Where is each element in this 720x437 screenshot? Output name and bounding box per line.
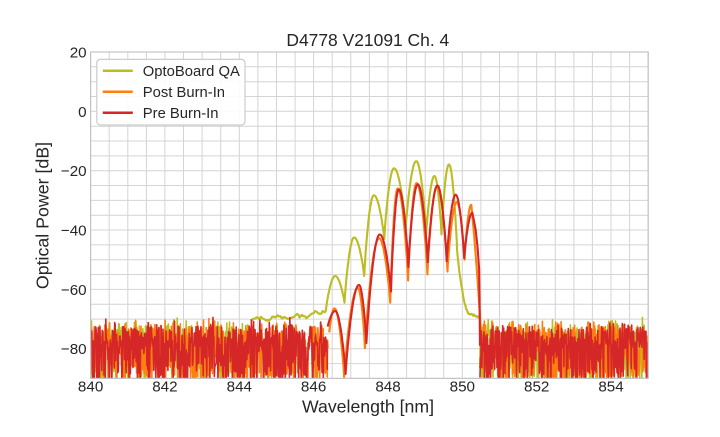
svg-text:852: 852: [524, 379, 549, 396]
svg-text:840: 840: [78, 379, 103, 396]
svg-text:−80: −80: [61, 341, 87, 358]
svg-text:OptoBoard QA: OptoBoard QA: [143, 64, 240, 80]
svg-text:848: 848: [375, 379, 400, 396]
svg-text:Post Burn-In: Post Burn-In: [143, 85, 225, 101]
svg-text:−40: −40: [61, 223, 87, 240]
svg-text:Pre Burn-In: Pre Burn-In: [143, 106, 219, 122]
svg-text:0: 0: [78, 104, 86, 121]
svg-text:850: 850: [450, 379, 475, 396]
svg-text:844: 844: [227, 379, 252, 396]
svg-text:−60: −60: [61, 282, 87, 299]
svg-text:Wavelength [nm]: Wavelength [nm]: [302, 396, 434, 416]
svg-text:842: 842: [152, 379, 177, 396]
svg-text:854: 854: [598, 379, 623, 396]
svg-text:20: 20: [70, 45, 87, 62]
svg-text:−20: −20: [61, 163, 87, 180]
svg-text:Optical Power [dB]: Optical Power [dB]: [33, 142, 53, 289]
svg-text:D4778 V21091 Ch. 4: D4778 V21091 Ch. 4: [286, 30, 449, 50]
svg-text:846: 846: [301, 379, 326, 396]
